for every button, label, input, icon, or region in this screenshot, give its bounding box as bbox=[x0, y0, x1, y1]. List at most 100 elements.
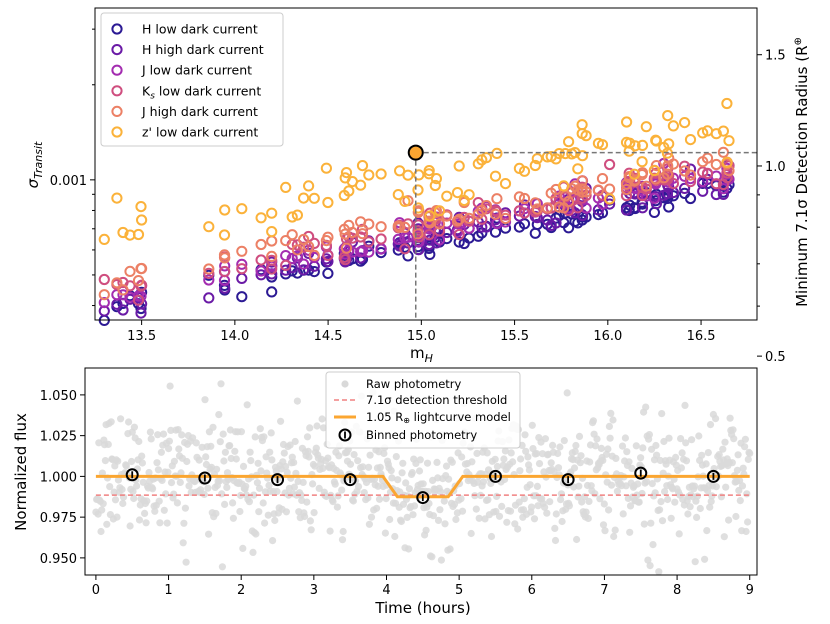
raw-photometry-point bbox=[264, 511, 272, 519]
data-point bbox=[117, 289, 129, 301]
data-point bbox=[430, 237, 442, 249]
data-point bbox=[620, 204, 633, 216]
raw-photometry-point bbox=[653, 451, 661, 459]
data-point bbox=[663, 201, 675, 213]
data-point bbox=[701, 167, 714, 179]
raw-photometry-point bbox=[218, 563, 226, 571]
raw-photometry-point bbox=[591, 490, 599, 498]
binned-point bbox=[706, 469, 720, 483]
raw-photometry-point bbox=[742, 527, 750, 536]
raw-photometry-point bbox=[571, 447, 579, 455]
raw-photometry-point bbox=[551, 536, 560, 545]
raw-photometry-point bbox=[157, 448, 165, 456]
raw-photometry-point bbox=[388, 474, 396, 482]
raw-photometry-point bbox=[232, 455, 240, 463]
raw-photometry-point bbox=[586, 458, 594, 466]
raw-photometry-point bbox=[403, 513, 411, 522]
data-point bbox=[203, 263, 215, 275]
raw-photometry-point bbox=[375, 495, 384, 503]
data-point bbox=[636, 156, 648, 168]
raw-photometry-point bbox=[167, 479, 176, 487]
data-point bbox=[266, 207, 278, 219]
raw-photometry-point bbox=[305, 453, 313, 461]
raw-photometry-point bbox=[744, 455, 752, 463]
raw-photometry-point bbox=[500, 455, 508, 463]
data-point bbox=[392, 189, 404, 201]
raw-photometry-point bbox=[722, 483, 730, 491]
raw-photometry-point bbox=[483, 449, 491, 457]
data-point bbox=[356, 245, 369, 257]
raw-photometry-point bbox=[741, 443, 749, 451]
data-point bbox=[363, 169, 375, 181]
data-point bbox=[628, 168, 641, 180]
raw-photometry-point bbox=[533, 482, 542, 490]
raw-photometry-point bbox=[381, 529, 389, 537]
legend-marker bbox=[111, 85, 123, 97]
raw-photometry-point bbox=[715, 451, 723, 459]
data-point bbox=[255, 254, 267, 266]
raw-photometry-point bbox=[599, 521, 608, 529]
raw-photometry-point bbox=[367, 513, 376, 521]
data-point bbox=[491, 147, 503, 159]
data-point bbox=[375, 247, 387, 259]
data-point bbox=[499, 216, 512, 228]
data-point bbox=[679, 117, 691, 129]
raw-photometry-point bbox=[309, 480, 317, 488]
data-point bbox=[572, 202, 584, 214]
raw-photometry-point bbox=[546, 498, 554, 506]
raw-photometry-point bbox=[162, 490, 170, 498]
binned-point bbox=[488, 469, 502, 483]
legend-label: J high dark current bbox=[141, 104, 258, 119]
raw-photometry-point bbox=[575, 482, 583, 490]
raw-photometry-point bbox=[605, 506, 613, 514]
binned-point bbox=[561, 473, 575, 487]
data-point bbox=[636, 139, 649, 151]
raw-photometry-point bbox=[632, 442, 640, 450]
data-point bbox=[463, 189, 475, 201]
raw-photometry-point bbox=[628, 464, 636, 472]
data-point bbox=[684, 192, 697, 205]
raw-photometry-point bbox=[99, 500, 107, 508]
data-point bbox=[453, 160, 465, 172]
raw-photometry-point bbox=[149, 485, 157, 493]
data-point bbox=[291, 209, 303, 221]
raw-photometry-point bbox=[655, 568, 663, 576]
raw-photometry-point bbox=[675, 530, 683, 538]
raw-photometry-point bbox=[621, 434, 630, 442]
raw-photometry-point bbox=[219, 430, 227, 438]
raw-photometry-point bbox=[436, 506, 444, 514]
raw-photometry-point bbox=[204, 484, 212, 492]
raw-photometry-point bbox=[445, 475, 453, 483]
binned-point bbox=[125, 468, 139, 482]
data-point bbox=[604, 183, 616, 195]
data-point bbox=[399, 195, 411, 207]
raw-photometry-point bbox=[744, 518, 752, 526]
data-point bbox=[394, 221, 406, 233]
raw-photometry-point bbox=[506, 507, 515, 515]
raw-photometry-point bbox=[677, 435, 685, 443]
raw-photometry-point bbox=[730, 435, 738, 443]
raw-photometry-point bbox=[733, 466, 742, 474]
raw-photometry-point bbox=[145, 468, 153, 477]
raw-photometry-point bbox=[479, 478, 488, 486]
raw-photometry-point bbox=[252, 530, 260, 538]
top-legend-box bbox=[100, 12, 284, 147]
data-point bbox=[203, 274, 215, 286]
y-tick-label: 1.000 bbox=[40, 470, 77, 485]
data-point bbox=[424, 210, 436, 222]
data-point bbox=[491, 193, 503, 205]
data-point bbox=[346, 226, 358, 239]
raw-photometry-point bbox=[577, 452, 585, 460]
data-point bbox=[648, 192, 661, 204]
data-point bbox=[399, 221, 411, 233]
raw-photometry-point bbox=[491, 455, 499, 463]
raw-photometry-point bbox=[591, 442, 600, 450]
data-point bbox=[648, 206, 661, 218]
raw-photometry-point bbox=[268, 456, 276, 464]
raw-photometry-point bbox=[541, 435, 550, 443]
data-point bbox=[553, 201, 565, 213]
data-point bbox=[529, 197, 541, 209]
raw-photometry-point bbox=[410, 502, 419, 510]
raw-photometry-point bbox=[725, 516, 733, 524]
raw-photometry-point bbox=[584, 514, 592, 523]
